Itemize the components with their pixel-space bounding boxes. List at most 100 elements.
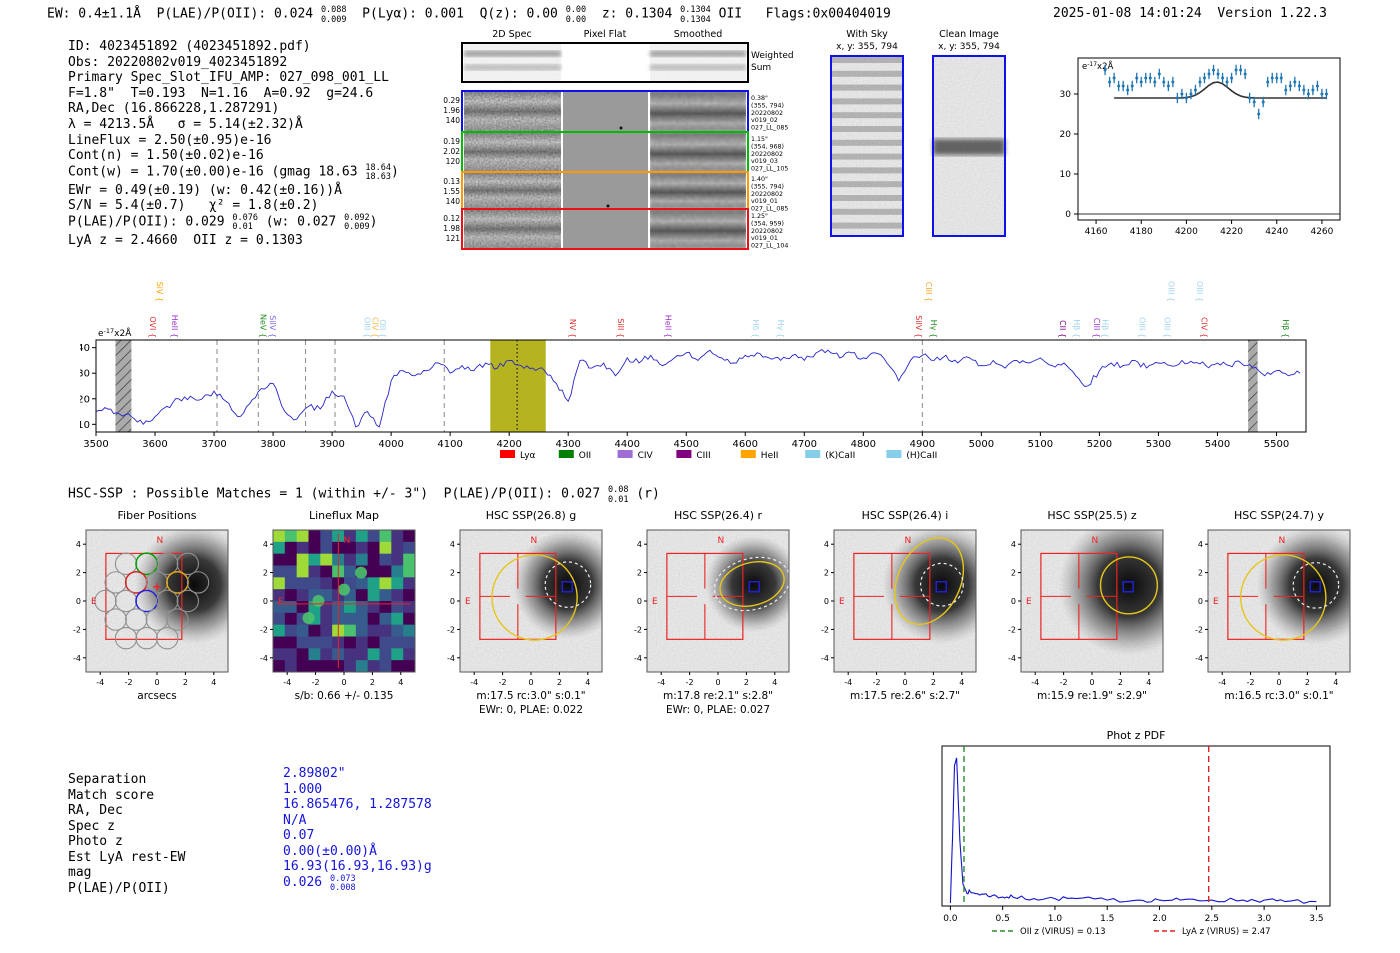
- svg-text:0: 0: [76, 597, 81, 606]
- text-segment: EW: 0.4±1.1Å P(LAE)/P(OII): 0.024: [47, 6, 321, 22]
- aperture-circle: [1239, 554, 1327, 641]
- montage-row-right-label: 20220802: [751, 191, 783, 198]
- emission-line-label: SiII {: [616, 318, 625, 338]
- svg-text:-4: -4: [260, 654, 268, 663]
- svg-text:-2: -2: [499, 678, 507, 687]
- emission-line-label: OIII {: [1195, 281, 1204, 302]
- fiber-circle: [114, 627, 138, 650]
- svg-text:-4: -4: [1195, 654, 1203, 663]
- svg-text:0: 0: [341, 678, 346, 687]
- montage-row-right-label: 20220802: [751, 228, 783, 235]
- emission-line-label: SiIV {: [914, 315, 923, 338]
- match-row-value: 0.00(±0.00)Å: [283, 844, 377, 859]
- emission-line-label: OII {: [378, 319, 387, 338]
- spectrum-legend-item: HeII: [740, 450, 778, 461]
- cutout-title: Lineflux Map: [309, 509, 379, 522]
- svg-text:LyA z (VIRUS) = 2.47: LyA z (VIRUS) = 2.47: [1182, 927, 1271, 937]
- compass-east: E: [465, 597, 471, 607]
- emission-line-label: OVI {: [148, 316, 157, 338]
- svg-text:2: 2: [1305, 678, 1310, 687]
- header-stats-line: EW: 0.4±1.1Å P(LAE)/P(OII): 0.024 0.088 0…: [47, 5, 891, 25]
- svg-text:0: 0: [1198, 597, 1203, 606]
- cutout-panel-lineflux: Lineflux Map N E -4 -4 -2 -2 0 0 2 2 4 4 s/b: 0.66 +/…: [260, 509, 416, 702]
- svg-text:-4: -4: [821, 654, 829, 663]
- svg-text:5000: 5000: [969, 439, 994, 450]
- sky-panel-title: Clean Image: [939, 29, 999, 40]
- svg-text:2: 2: [744, 678, 749, 687]
- svg-text:-2: -2: [1247, 678, 1255, 687]
- svg-text:4100: 4100: [437, 439, 462, 450]
- svg-text:3.5: 3.5: [1309, 914, 1323, 924]
- text-segment: (w: 0.027: [257, 214, 345, 230]
- fiber-circle-highlight: [135, 552, 159, 576]
- text-segment: 16.93(16.93,16.93)g: [283, 859, 432, 874]
- svg-text:4000: 4000: [378, 439, 403, 450]
- cutout-annotation: m:15.9 re:1.9" s:2.9": [1037, 690, 1147, 702]
- info-line: Primary Spec_Slot_IFU_AMP: 027_098_001_L…: [68, 70, 399, 86]
- svg-text:-4: -4: [1218, 678, 1226, 687]
- match-table-row: RA, Dec 16.865476, 1.287578: [68, 797, 432, 819]
- text-segment: HSC-SSP : Possible Matches = 1 (within +…: [68, 486, 609, 502]
- svg-text:-2: -2: [125, 678, 133, 687]
- svg-text:4700: 4700: [792, 439, 817, 450]
- svg-text:0: 0: [263, 597, 268, 606]
- emission-line-label: NeV {: [259, 314, 268, 338]
- emission-line-label: OIII {: [363, 317, 372, 338]
- text-segment: N/A: [283, 812, 307, 828]
- cutout-annotation: EWr: 0, PLAE: 0.027: [666, 704, 770, 716]
- fiber-circle: [135, 627, 158, 650]
- compass-east: E: [1026, 597, 1032, 607]
- montage-row-right-label: v019_01: [751, 235, 778, 242]
- cutout-title: Fiber Positions: [118, 509, 197, 522]
- fiber-circle: [145, 608, 169, 631]
- montage-row-left-value: 0.13: [443, 177, 460, 186]
- montage-row-left-value: 0.19: [443, 137, 460, 146]
- text-segment: 16.865476, 1.287578: [283, 797, 432, 812]
- sky-panel-clean: Clean Image x, y: 355, 794: [932, 29, 1006, 237]
- compass-north: N: [343, 536, 350, 546]
- svg-text:-4: -4: [96, 678, 104, 687]
- fiber-circle-highlight: [135, 589, 159, 613]
- spectrum-legend-item: OII: [558, 450, 591, 461]
- montage-row-left-value: 1.96: [443, 106, 460, 115]
- aperture-ellipse: [894, 537, 965, 626]
- cutout-annotation: EWr: 0, PLAE: 0.022: [479, 704, 583, 716]
- compass-north: N: [156, 536, 163, 546]
- montage-row-right-label: 027_LL_104: [751, 243, 788, 250]
- info-line: EWr = 0.49(±0.19) (w: 0.42(±0.16))Å: [68, 183, 399, 199]
- svg-text:5500: 5500: [1264, 439, 1289, 450]
- report-version: Version 1.22.3: [1217, 6, 1327, 21]
- svg-text:-2: -2: [821, 625, 829, 634]
- spectrum-ylabel: e-17x2Å: [98, 327, 132, 339]
- svg-text:3500: 3500: [83, 439, 108, 450]
- svg-text:4600: 4600: [733, 439, 758, 450]
- photz-svg: Phot z PDF 0.0 0.5 1.0 1.5 2.0 2.5 3.0 3.5 OII z …: [941, 729, 1331, 937]
- info-line: ID: 4023451892 (4023451892.pdf): [68, 39, 399, 55]
- text-segment: ): [369, 214, 378, 230]
- svg-text:2: 2: [370, 678, 375, 687]
- svg-text:30: 30: [1060, 90, 1072, 100]
- montage-row-right-label: (355, 794): [751, 102, 784, 109]
- compass-north: N: [1091, 536, 1098, 546]
- text-segment: S/N = 5.4(±0.7) χ² = 1.8(±0.2): [68, 198, 319, 214]
- spec2d-montage: 2D Spec Pixel Flat Smoothed Weighted Sum 0.29…: [438, 26, 803, 258]
- compass-north: N: [530, 536, 537, 546]
- spec2d-montage-svg: 2D Spec Pixel Flat Smoothed Weighted Sum 0.29…: [443, 29, 794, 250]
- emission-line-label: CIII {: [924, 282, 933, 302]
- photz-legend-item: OII z (VIRUS) = 0.13: [992, 927, 1106, 937]
- match-table-row: Separation 2.89802": [68, 766, 432, 788]
- header-timestamp: 2025-01-08 14:01:24 Version 1.22.3: [1053, 6, 1327, 21]
- svg-text:4220: 4220: [1220, 227, 1243, 235]
- emission-line-label: CIV {: [370, 317, 379, 338]
- match-table-row: mag 16.93(16.93,16.93)g: [68, 859, 432, 881]
- spectrum-legend-item: Lyα: [500, 450, 536, 461]
- aperture-circle: [1099, 556, 1159, 615]
- fiber-circle: [156, 552, 179, 575]
- svg-text:4: 4: [772, 678, 777, 687]
- spectrum-legend-item: (H)CaII: [886, 450, 937, 461]
- svg-text:2: 2: [1198, 569, 1203, 578]
- match-row-value: 1.000: [283, 782, 322, 797]
- catalog-object-dashed-circle: [1292, 562, 1340, 609]
- montage-col-title: Pixel Flat: [584, 29, 627, 40]
- match-table-row: Spec z N/A: [68, 813, 432, 835]
